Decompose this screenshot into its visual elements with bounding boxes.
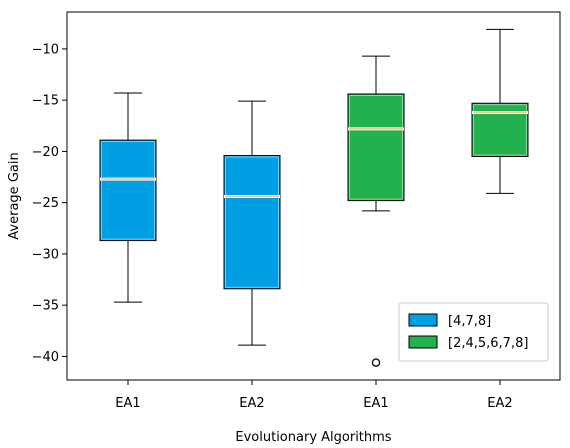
y-tick-label: −25 [32,196,59,211]
y-tick-label: −35 [32,299,59,314]
legend-frame [398,302,549,362]
x-tick-label: EA1 [115,396,140,411]
plot-frame [66,11,561,381]
box-2-ea2 [471,28,529,194]
x-tick-label: EA2 [487,396,512,411]
iqr-box [99,139,157,242]
y-tick-label: −20 [32,145,59,160]
x-tick-label: EA1 [363,396,388,411]
box-1-ea2 [223,100,281,346]
y-tick-label: −10 [32,42,59,57]
y-tick-label: −30 [32,247,59,262]
legend-swatch [408,335,438,349]
x-axis-label: Evolutionary Algorithms [235,430,391,445]
x-tick-label: EA2 [239,396,264,411]
y-axis-label: Average Gain [7,152,22,239]
iqr-box [223,155,281,290]
iqr-box-inner [473,104,527,156]
y-axis: −40 −35 −30 −25 −20 −15 −10 [32,42,67,365]
iqr-box [347,93,405,202]
box-1-ea1 [99,92,157,303]
legend: [4,7,8] [2,4,5,6,7,8] [398,302,549,362]
x-axis: EA1 EA2 EA1 EA2 [115,380,513,411]
legend-swatch [408,313,438,327]
legend-label: [2,4,5,6,7,8] [448,336,528,351]
y-tick-label: −40 [32,350,59,365]
box-2-ea1 [347,55,405,367]
outlier-point [371,358,381,367]
iqr-box-inner [349,95,403,200]
y-tick-label: −15 [32,94,59,109]
iqr-box-inner [101,141,155,240]
iqr-box-inner [225,156,279,288]
boxes-layer [99,28,529,367]
legend-label: [4,7,8] [448,314,491,329]
